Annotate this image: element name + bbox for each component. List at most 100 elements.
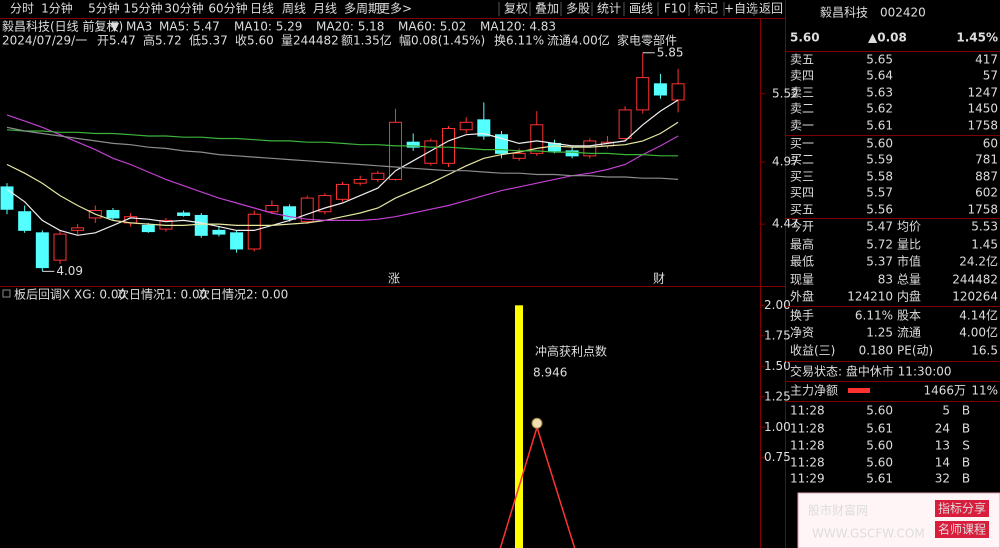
info-item: 额1.35亿 (341, 33, 392, 48)
ma-line (6, 129, 679, 157)
stat-label: 最高 (790, 237, 814, 252)
book-label: 买二 (790, 153, 814, 167)
tab[interactable]: 周线 (282, 2, 306, 16)
tab[interactable]: 30分钟 (164, 1, 203, 16)
book-price: 5.58 (866, 170, 893, 184)
watermark-tag-bg (935, 500, 989, 517)
toolbar-button[interactable]: 返回 (759, 2, 783, 16)
stat-value: 120264 (952, 290, 998, 304)
y-tick-label: 4.97 (772, 155, 799, 169)
candle-body (406, 141, 420, 148)
candle-body (336, 183, 350, 200)
toolbar-button[interactable]: 复权 (504, 2, 528, 16)
toolbar-button[interactable]: 多股 (566, 2, 590, 16)
book-price: 5.60 (866, 137, 893, 151)
watermark-site: 股市财富网 (808, 503, 868, 518)
stat-label: 总量 (897, 273, 921, 287)
indicator-bar (515, 305, 523, 548)
book-volume: 60 (983, 137, 998, 151)
tab[interactable]: 更多> (378, 2, 412, 16)
info-item: 量244482 (281, 34, 339, 48)
info-item: 高5.72 (143, 33, 182, 48)
book-label: 买一 (790, 137, 814, 151)
stat-value: 1.25 (866, 326, 893, 340)
stat-value: 5.53 (971, 220, 998, 234)
toolbar-button[interactable]: 统计 (597, 2, 621, 16)
chart-title: 毅昌科技(日线 前复权) (2, 19, 123, 34)
candle-body (53, 233, 67, 261)
candle-body (442, 128, 455, 164)
indicator-note-value: 8.946 (533, 366, 567, 380)
ma-legend: MA60: 5.02 (398, 20, 466, 34)
book-label: 买五 (790, 203, 814, 217)
stat-value: 4.14亿 (959, 308, 998, 323)
info-item: 流通4.00亿 (547, 33, 610, 48)
candle-body (177, 212, 191, 216)
watermark-tag: 指标分享 (938, 501, 986, 516)
info-item: 幅0.08(1.45%) (399, 33, 485, 48)
trade-status: 交易状态: 盘中休市 11:30:00 (790, 364, 952, 379)
stat-label: 市值 (897, 254, 921, 269)
toolbar-button[interactable]: 叠加 (535, 2, 559, 16)
trade-price: 5.61 (866, 422, 893, 436)
marker: 涨 (388, 271, 400, 286)
tab[interactable]: 多周期 (344, 2, 380, 16)
watermark-url: WWW.GSCFW.COM (812, 527, 925, 541)
book-price: 5.65 (866, 53, 893, 67)
tab[interactable]: 月线 (313, 2, 337, 16)
candle-body (653, 83, 667, 96)
ma-legend: MA5: 5.47 (159, 20, 220, 34)
y-tick-label: 1.00 (764, 420, 791, 434)
flow-value: 1466万 (923, 384, 966, 398)
y-tick-label: 5.52 (772, 86, 799, 100)
toolbar-button[interactable]: 标记 (694, 2, 718, 16)
toolbar-button[interactable]: 画线 (629, 2, 653, 16)
info-item: 收5.60 (235, 34, 274, 48)
tab[interactable]: 日线 (250, 2, 274, 16)
y-tick-label: 2.00 (764, 298, 791, 312)
tab[interactable]: 分时 (10, 2, 34, 16)
trade-price: 5.61 (866, 472, 893, 486)
candle-body (565, 150, 579, 157)
book-volume: 887 (975, 170, 998, 184)
book-price: 5.63 (866, 86, 893, 100)
trade-time: 11:28 (790, 404, 825, 418)
pane-icon (2, 289, 11, 298)
tab[interactable]: 5分钟 (88, 1, 120, 16)
candle-body (212, 229, 226, 235)
indicator-header: 次日情况2: 0.00 (198, 288, 288, 302)
info-item: 家电零部件 (617, 33, 677, 48)
toolbar-button[interactable]: +自选 (724, 2, 758, 16)
percent: 1.45% (956, 31, 998, 45)
candle-body (583, 140, 597, 157)
book-volume: 1758 (967, 203, 998, 217)
stock-code: 002420 (880, 6, 926, 20)
book-label: 卖三 (790, 86, 814, 100)
book-price: 5.57 (866, 186, 893, 200)
candle-body (71, 227, 85, 231)
candle-body (141, 224, 155, 233)
book-label: 买三 (790, 170, 814, 184)
candle-body (0, 186, 14, 210)
trade-side: B (962, 404, 970, 418)
ma-line (6, 114, 679, 221)
book-price: 5.56 (866, 203, 893, 217)
y-tick-label: 1.75 (764, 328, 791, 342)
trade-price: 5.60 (866, 456, 893, 470)
book-volume: 1758 (967, 119, 998, 133)
candle-body (353, 178, 367, 184)
price: 5.60 (790, 31, 820, 45)
book-volume: 1247 (967, 86, 998, 100)
stat-label: 收益(三) (790, 344, 835, 358)
tab[interactable]: 15分钟 (123, 1, 162, 16)
tab[interactable]: 1分钟 (41, 1, 73, 16)
ma-legend: MA120: 4.83 (480, 20, 556, 34)
tab[interactable]: 60分钟 (208, 1, 247, 16)
toolbar-button[interactable]: F10 (664, 2, 686, 16)
stat-label: 今开 (790, 219, 814, 234)
watermark-tag: 名师课程 (938, 522, 986, 537)
book-label: 卖一 (790, 119, 814, 133)
trade-time: 11:28 (790, 422, 825, 436)
book-price: 5.59 (866, 153, 893, 167)
